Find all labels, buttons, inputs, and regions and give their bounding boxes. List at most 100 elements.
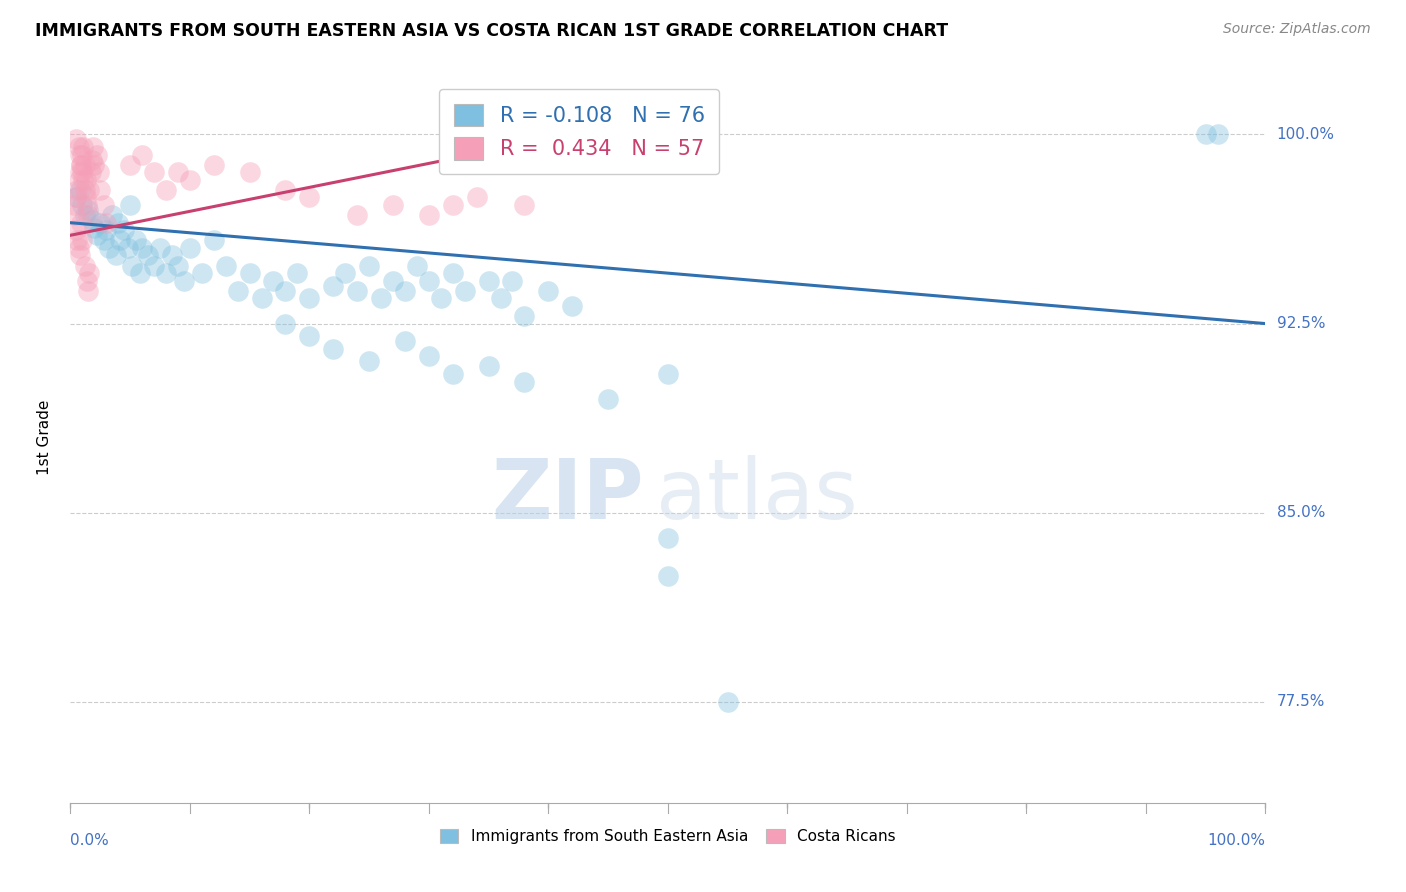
Point	[287, 266, 309, 280]
Point	[79, 266, 101, 280]
Text: atlas: atlas	[655, 455, 858, 536]
Point	[82, 140, 104, 154]
Point	[93, 198, 115, 212]
Point	[73, 183, 96, 197]
Point	[131, 147, 153, 161]
Point	[406, 259, 429, 273]
Point	[107, 216, 129, 230]
Point	[226, 284, 249, 298]
Point	[97, 241, 120, 255]
Point	[112, 223, 135, 237]
Point	[70, 158, 93, 172]
Point	[346, 208, 368, 222]
Point	[441, 198, 464, 212]
Point	[69, 147, 91, 161]
Point	[86, 228, 108, 243]
Point	[69, 248, 91, 262]
Point	[83, 158, 105, 172]
Point	[155, 183, 177, 197]
Point	[143, 165, 166, 179]
Point	[513, 309, 536, 323]
Point	[65, 190, 87, 204]
Point	[298, 291, 321, 305]
Point	[149, 241, 172, 255]
Point	[465, 190, 488, 204]
Point	[478, 274, 501, 288]
Text: 0.0%: 0.0%	[70, 833, 110, 848]
Point	[65, 223, 87, 237]
Point	[120, 198, 141, 212]
Point	[120, 158, 141, 172]
Point	[69, 183, 91, 197]
Point	[121, 259, 143, 273]
Point	[87, 165, 110, 179]
Text: 1st Grade: 1st Grade	[37, 400, 52, 475]
Point	[76, 198, 98, 212]
Point	[86, 147, 108, 161]
Point	[657, 569, 679, 583]
Point	[537, 284, 560, 298]
Point	[513, 375, 536, 389]
Point	[502, 274, 524, 288]
Point	[77, 208, 100, 222]
Point	[70, 147, 93, 161]
Point	[76, 274, 98, 288]
Point	[166, 259, 188, 273]
Point	[394, 284, 416, 298]
Point	[1195, 128, 1218, 142]
Point	[382, 198, 405, 212]
Point	[65, 190, 87, 204]
Point	[96, 216, 117, 230]
Point	[101, 208, 124, 222]
Point	[322, 278, 344, 293]
Text: Source: ZipAtlas.com: Source: ZipAtlas.com	[1223, 22, 1371, 37]
Point	[72, 173, 94, 187]
Point	[214, 259, 236, 273]
Point	[418, 350, 440, 364]
Point	[179, 241, 201, 255]
Point	[70, 198, 93, 212]
Point	[166, 165, 188, 179]
Point	[80, 153, 103, 167]
Point	[79, 183, 101, 197]
Point	[83, 220, 105, 235]
Text: IMMIGRANTS FROM SOUTH EASTERN ASIA VS COSTA RICAN 1ST GRADE CORRELATION CHART: IMMIGRANTS FROM SOUTH EASTERN ASIA VS CO…	[35, 22, 948, 40]
Point	[73, 259, 96, 273]
Point	[66, 183, 89, 197]
Point	[79, 165, 101, 179]
Point	[1206, 128, 1229, 142]
Point	[598, 392, 620, 407]
Point	[160, 248, 183, 262]
Point	[274, 284, 297, 298]
Point	[322, 342, 344, 356]
Point	[274, 183, 297, 197]
Legend: Immigrants from South Eastern Asia, Costa Ricans: Immigrants from South Eastern Asia, Cost…	[434, 822, 901, 850]
Point	[110, 233, 132, 247]
Point	[70, 158, 93, 172]
Point	[478, 359, 501, 374]
Point	[441, 266, 464, 280]
Point	[274, 317, 297, 331]
Point	[104, 248, 127, 262]
Point	[70, 165, 93, 179]
Point	[77, 203, 100, 218]
Point	[93, 233, 115, 247]
Point	[66, 233, 89, 247]
Text: 85.0%: 85.0%	[1277, 505, 1324, 520]
Point	[335, 266, 357, 280]
Text: 92.5%: 92.5%	[1277, 316, 1324, 331]
Point	[263, 274, 285, 288]
Point	[239, 165, 262, 179]
Point	[561, 299, 583, 313]
Point	[75, 173, 97, 187]
Point	[394, 334, 416, 349]
Point	[173, 274, 195, 288]
Point	[202, 233, 225, 247]
Text: 77.5%: 77.5%	[1277, 694, 1324, 709]
Point	[136, 248, 159, 262]
Point	[70, 233, 93, 247]
Point	[441, 367, 464, 381]
Text: 100.0%: 100.0%	[1208, 833, 1265, 848]
Point	[657, 531, 679, 545]
Point	[250, 291, 273, 305]
